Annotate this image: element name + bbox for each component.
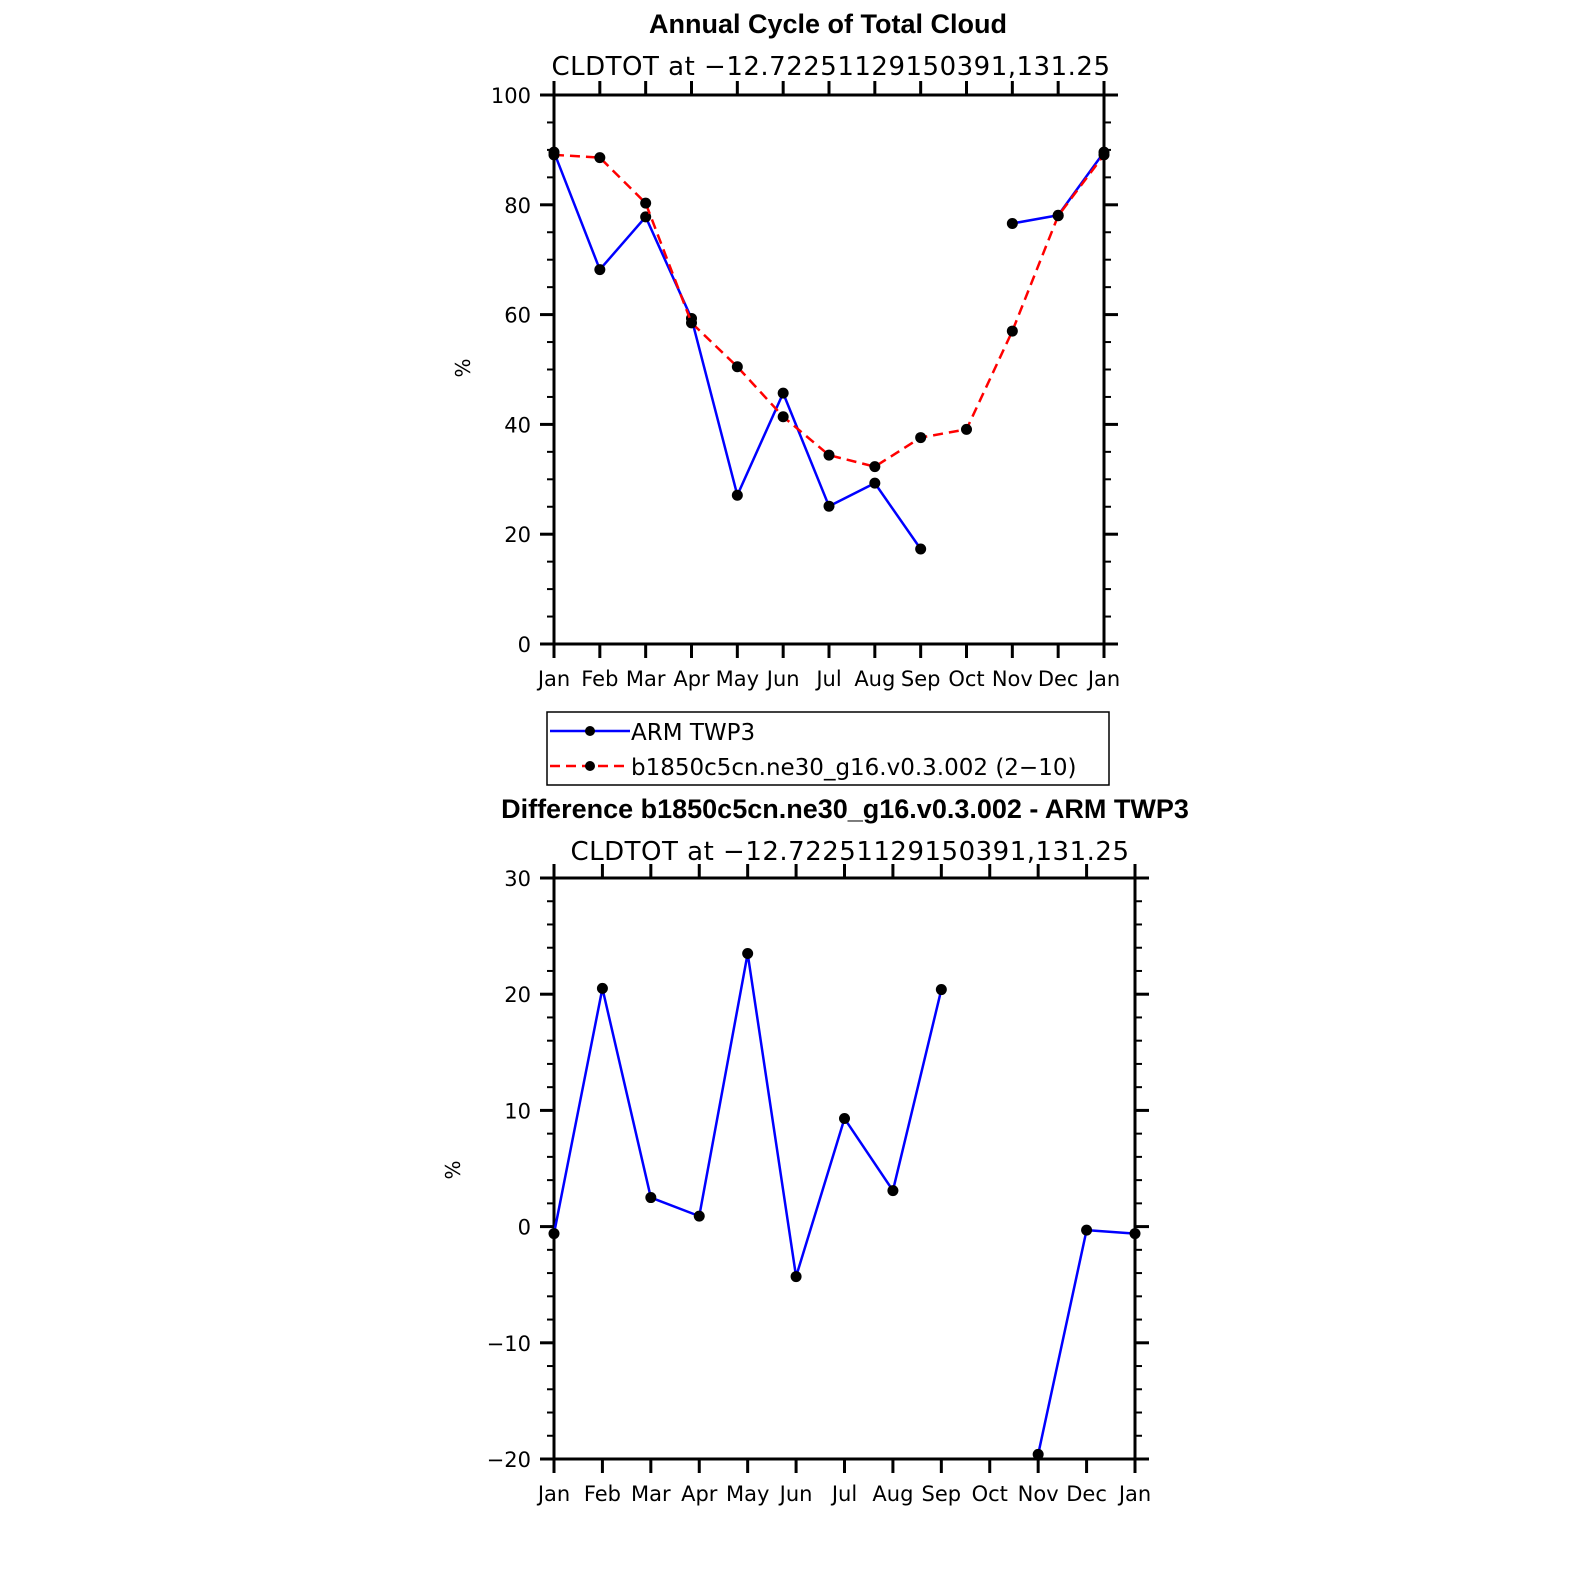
top-x-tick-label: Jul	[814, 667, 841, 691]
top-series-1-point	[823, 449, 835, 461]
top-y-tick-label: 0	[518, 633, 531, 657]
bottom-series-0-point	[742, 948, 754, 960]
top-frame	[552, 93, 1106, 646]
top-y-axis-label: %	[451, 358, 475, 377]
top-y-tick-label: 80	[504, 194, 531, 218]
bottom-x-tick-label: Jul	[830, 1482, 857, 1506]
bottom-series-0-point	[548, 1228, 560, 1240]
top-series-1-point	[1098, 149, 1110, 161]
top-series-0-point	[823, 500, 835, 512]
top-series-0-point	[777, 387, 789, 399]
top-series-1-point	[731, 361, 743, 373]
bottom-y-tick-label: 0	[518, 1216, 531, 1240]
bottom-x-tick-label: Jun	[778, 1482, 813, 1506]
top-series-0-point	[731, 489, 743, 501]
bottom-plot-area: Jan Feb Mar Apr May Jun Jul Aug Sep Oct Nov Dec Jan−…	[487, 864, 1151, 1506]
top-y-tick-label: 20	[504, 523, 531, 547]
top-series-1-point	[961, 423, 972, 435]
top-series-1-line	[553, 153, 1105, 468]
bottom-series-0-point	[1129, 1228, 1141, 1240]
top-x-tick-label: May	[716, 667, 759, 691]
top-series-1-point	[640, 197, 652, 209]
bottom-series-0-point	[790, 1271, 802, 1283]
bottom-frame	[552, 876, 1137, 1461]
top-series-1-point	[1052, 210, 1064, 222]
top-x-tick-label: Jan	[536, 667, 570, 691]
bottom-x-tick-label: Jan	[1117, 1482, 1151, 1506]
bottom-x-tick-label: Feb	[584, 1482, 621, 1506]
top-x-tick-label: Mar	[626, 667, 666, 691]
top-series-0-point	[594, 264, 606, 276]
legend: ARM TWP3 b1850c5cn.ne30_g16.v0.3.002 (2−…	[546, 711, 1110, 786]
top-series-1-point	[594, 152, 606, 164]
bottom-series-0-point	[693, 1210, 705, 1222]
top-series-1-point	[777, 411, 789, 423]
bottom-y-tick-label: −20	[487, 1448, 531, 1472]
bottom-y-tick-label: 30	[504, 867, 531, 891]
difference-panel: Difference b1850c5cn.ne30_g16.v0.3.002 -…	[441, 794, 1189, 1506]
legend-obs-marker	[585, 726, 595, 736]
bottom-y-axis-label: %	[441, 1160, 465, 1179]
bottom-x-tick-label: Apr	[681, 1482, 718, 1506]
legend-model-marker	[585, 761, 595, 771]
bottom-chart-subtitle: CLDTOT at −12.72251129150391,131.25	[570, 837, 1129, 867]
bottom-x-tick-label: Nov	[1018, 1482, 1059, 1506]
top-chart-title: Annual Cycle of Total Cloud	[649, 9, 1007, 39]
top-x-tick-label: Jun	[765, 667, 800, 691]
bottom-series-0-point	[1032, 1448, 1044, 1460]
top-y-tick-label: 40	[504, 413, 531, 437]
top-x-tick-label: Apr	[673, 667, 710, 691]
legend-model-label: b1850c5cn.ne30_g16.v0.3.002 (2−10)	[631, 755, 1076, 781]
bottom-x-tick-label: Mar	[631, 1482, 671, 1506]
legend-box	[546, 711, 1110, 786]
bottom-x-tick-label: Oct	[972, 1482, 1008, 1506]
bottom-series-0-point	[887, 1185, 899, 1197]
top-y-tick-label: 60	[504, 304, 531, 328]
bottom-x-tick-label: Aug	[872, 1482, 913, 1506]
top-x-tick-label: Jan	[1086, 667, 1120, 691]
bottom-series-0-line	[552, 952, 943, 1278]
bottom-series-0-point	[935, 984, 947, 996]
top-series-1-point	[1006, 325, 1018, 337]
top-chart-subtitle: CLDTOT at −12.72251129150391,131.25	[551, 52, 1110, 82]
bottom-x-tick-label: Jan	[536, 1482, 570, 1506]
bottom-series-0-point	[839, 1113, 850, 1125]
top-series-0-line	[552, 151, 922, 550]
bottom-x-tick-label: Dec	[1066, 1482, 1107, 1506]
top-series-0-point	[1006, 217, 1018, 229]
bottom-x-tick-label: Sep	[922, 1482, 962, 1506]
legend-obs-label: ARM TWP3	[631, 720, 755, 746]
top-x-tick-label: Oct	[948, 667, 984, 691]
top-series-1-point	[548, 149, 560, 161]
top-x-tick-label: Aug	[854, 667, 895, 691]
bottom-y-tick-label: 20	[504, 983, 531, 1007]
bottom-series-0-point	[645, 1192, 657, 1204]
bottom-series-0-point	[1081, 1224, 1093, 1236]
top-x-tick-label: Sep	[901, 667, 941, 691]
top-x-tick-label: Dec	[1038, 667, 1079, 691]
top-x-tick-label: Nov	[992, 667, 1033, 691]
top-series-1-point	[915, 432, 927, 444]
top-series-0-point	[640, 211, 652, 223]
top-plot-area: Jan Feb Mar Apr May Jun Jul Aug Sep Oct Nov Dec Jan0…	[491, 81, 1120, 691]
bottom-series-0-line	[1036, 1228, 1136, 1455]
bottom-y-tick-label: −10	[487, 1332, 531, 1356]
top-series-1-point	[869, 461, 881, 473]
top-series-1-point	[686, 317, 697, 329]
top-x-tick-label: Feb	[581, 667, 618, 691]
top-series-0-point	[915, 543, 927, 555]
top-series-0-point	[869, 477, 881, 489]
bottom-y-tick-label: 10	[504, 1099, 531, 1123]
bottom-series-0-point	[596, 982, 608, 994]
bottom-x-tick-label: May	[726, 1482, 769, 1506]
annual-cycle-panel: Annual Cycle of Total Cloud CLDTOT at −1…	[451, 9, 1120, 691]
bottom-chart-title: Difference b1850c5cn.ne30_g16.v0.3.002 -…	[501, 794, 1189, 824]
top-y-tick-label: 100	[491, 84, 531, 108]
